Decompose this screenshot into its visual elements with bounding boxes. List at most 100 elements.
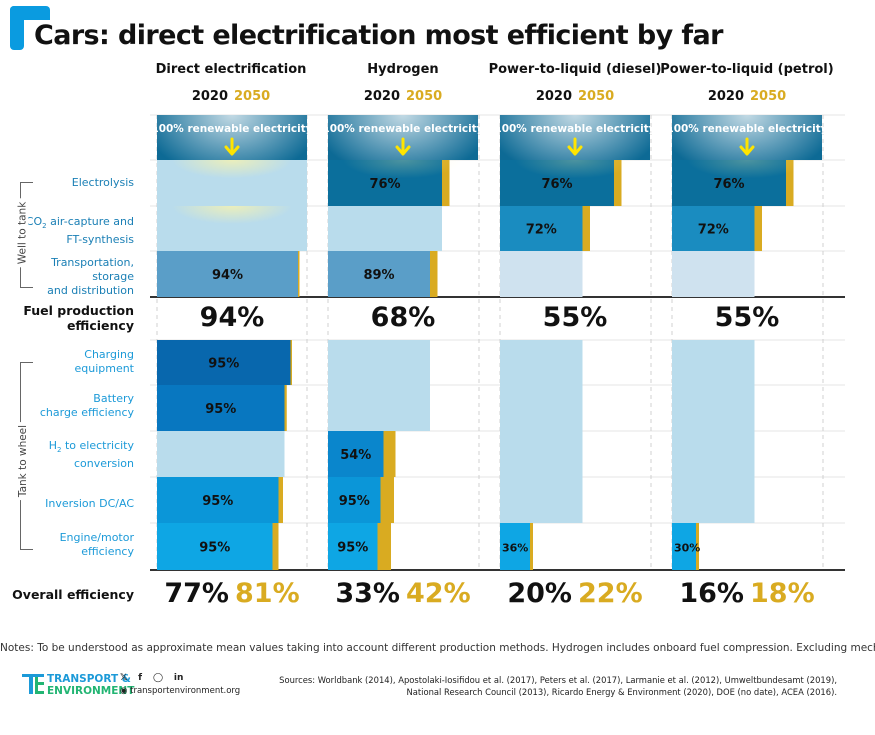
year-2020-label: 2020 bbox=[363, 89, 400, 104]
row-label-inversion: Inversion DC/AC bbox=[45, 497, 134, 510]
bar-battery bbox=[672, 385, 755, 431]
battery-line2: charge efficiency bbox=[39, 406, 134, 419]
sources-line1: Sources: Worldbank (2014), Apostolaki-Io… bbox=[279, 675, 837, 685]
bar-co2_capture bbox=[500, 206, 583, 251]
bar-value-label: 72% bbox=[526, 223, 557, 238]
arrow-down-icon bbox=[224, 137, 240, 156]
bar-h2_conversion bbox=[157, 431, 285, 477]
facebook-icon[interactable]: f bbox=[138, 673, 143, 683]
org-name-line2: ENVIRONMENT bbox=[47, 685, 134, 697]
te-logo-icon bbox=[22, 674, 44, 694]
fuel-production-value: 68% bbox=[370, 302, 436, 333]
charging-line1: Charging bbox=[84, 348, 134, 361]
instagram-icon[interactable]: ◯ bbox=[152, 673, 164, 683]
glow-overlay bbox=[672, 160, 822, 206]
bar-inversion bbox=[672, 477, 755, 523]
bar-inversion bbox=[328, 477, 381, 523]
row-label-overall: Overall efficiency bbox=[12, 587, 134, 602]
overall-2020: 77% bbox=[164, 578, 229, 609]
glow-overlay bbox=[157, 206, 307, 251]
bar-value-label: 94% bbox=[212, 268, 243, 283]
renewable-label: 100% renewable electricity bbox=[322, 123, 483, 135]
bar-engine bbox=[157, 523, 273, 570]
overall-2020: 20% bbox=[507, 578, 572, 609]
overall-2050: 22% bbox=[578, 578, 643, 609]
bar-engine bbox=[672, 523, 696, 570]
bar-2050-extension bbox=[754, 206, 762, 251]
year-2050-label: 2050 bbox=[234, 89, 271, 104]
bar-2050-extension bbox=[383, 431, 396, 477]
fuel-production-value: 94% bbox=[199, 302, 265, 333]
row-label-charging: Charging equipment bbox=[74, 348, 134, 376]
bar-2050-extension bbox=[290, 340, 292, 385]
bar-value-label: 95% bbox=[339, 494, 370, 509]
fuel-line1: Fuel production bbox=[23, 303, 134, 318]
twitter-icon[interactable]: 𝕏 bbox=[120, 673, 128, 683]
bar-2050-extension bbox=[278, 477, 283, 523]
notes-text: Notes: To be understood as approximate m… bbox=[0, 642, 875, 654]
bar-inversion bbox=[157, 477, 279, 523]
bar-transport bbox=[672, 251, 755, 297]
h2-line2: conversion bbox=[73, 457, 134, 471]
row-label-electrolysis: Electrolysis bbox=[71, 176, 134, 189]
arrow-down-icon bbox=[739, 137, 755, 156]
bar-transport bbox=[500, 251, 583, 297]
bar-value-label: 72% bbox=[698, 223, 729, 238]
years-legend: 2020 2050 bbox=[657, 89, 837, 104]
linkedin-icon[interactable]: in bbox=[173, 673, 184, 683]
glow-overlay bbox=[157, 160, 307, 206]
row-label-h2-conversion: H2 to electricity conversion bbox=[49, 439, 134, 471]
overall-efficiency-value: 20% 22% bbox=[495, 578, 655, 609]
overall-2020: 16% bbox=[679, 578, 744, 609]
bar-value-label: 54% bbox=[340, 448, 371, 463]
years-legend: 2020 2050 bbox=[313, 89, 493, 104]
overall-efficiency-value: 33% 42% bbox=[323, 578, 483, 609]
bar-charging bbox=[500, 340, 583, 385]
column-header-ptl-petrol: Power-to-liquid (petrol) bbox=[660, 62, 834, 77]
renewable-label: 100% renewable electricity bbox=[666, 123, 827, 135]
bar-engine bbox=[500, 523, 530, 570]
bar-2050-extension bbox=[272, 523, 279, 570]
row-label-battery: Battery charge efficiency bbox=[40, 392, 134, 420]
bar-co2_capture bbox=[672, 206, 755, 251]
bar-co2_capture bbox=[328, 206, 442, 251]
year-2050-label: 2050 bbox=[750, 89, 787, 104]
h2-suffix: to electricity bbox=[61, 439, 134, 452]
bar-2050-extension bbox=[530, 523, 533, 570]
transport-line2: storage bbox=[92, 270, 134, 283]
year-2050-label: 2050 bbox=[406, 89, 443, 104]
sources-text: Sources: Worldbank (2014), Apostolaki-Io… bbox=[279, 674, 837, 698]
row-label-transport: Transportation, storage and distribution bbox=[47, 256, 134, 298]
co2-line2: FT-synthesis bbox=[66, 233, 134, 247]
bar-charging bbox=[157, 340, 291, 385]
org-name-line1: TRANSPORT & bbox=[47, 673, 131, 685]
arrow-down-icon bbox=[395, 137, 411, 156]
engine-line1: Engine/motor bbox=[59, 531, 134, 544]
page-title: Cars: direct electrification most effici… bbox=[34, 20, 723, 51]
bar-value-label: 30% bbox=[674, 542, 700, 555]
years-legend: 2020 2050 bbox=[141, 89, 321, 104]
year-2020-label: 2020 bbox=[535, 89, 572, 104]
bar-transport bbox=[157, 251, 298, 297]
bar-2050-extension bbox=[284, 385, 287, 431]
fuel-line2: efficiency bbox=[66, 318, 134, 333]
bar-value-label: 95% bbox=[202, 494, 233, 509]
sources-line2: National Research Council (2013), Ricard… bbox=[406, 687, 837, 697]
bar-value-label: 95% bbox=[199, 541, 230, 556]
co2-suffix: air-capture and bbox=[46, 215, 134, 228]
social-links: 𝕏 f ◯ in bbox=[120, 673, 191, 683]
bar-h2_conversion bbox=[672, 431, 755, 477]
website-link[interactable]: ◉ transportenvironment.org bbox=[120, 686, 240, 696]
bar-value-label: 76% bbox=[369, 177, 400, 192]
bar-2050-extension bbox=[298, 251, 300, 297]
h2-prefix: H bbox=[48, 439, 58, 452]
overall-2020: 33% bbox=[335, 578, 400, 609]
co2-subscript: 2 bbox=[42, 222, 47, 231]
engine-line2: efficiency bbox=[81, 545, 134, 558]
glow-overlay bbox=[328, 160, 478, 206]
bar-engine bbox=[328, 523, 378, 570]
year-2020-label: 2020 bbox=[707, 89, 744, 104]
bar-value-label: 36% bbox=[502, 542, 528, 555]
fuel-production-value: 55% bbox=[542, 302, 608, 333]
